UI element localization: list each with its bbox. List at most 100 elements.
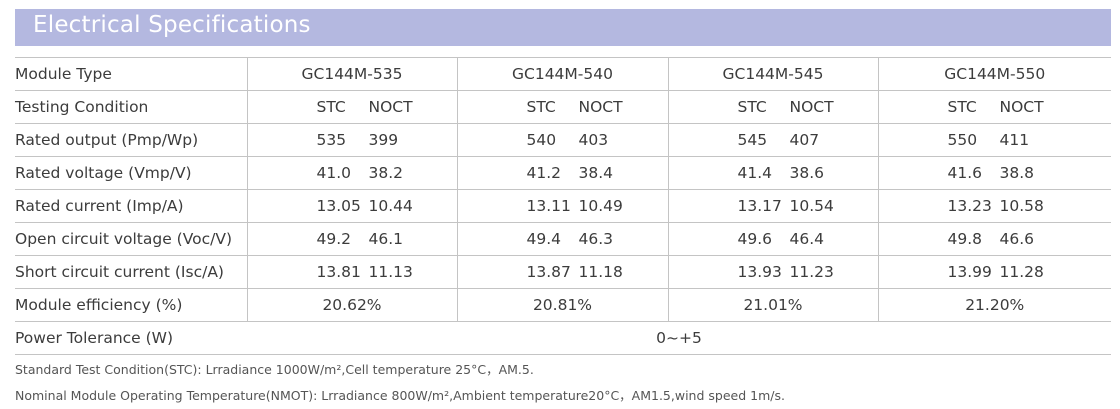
model-name: GC144M-550 [877,57,1111,91]
table-row: Rated current (Imp/A) 13.05 10.44 13.11 10… [15,189,1111,223]
value-cell: 41.4 38.6 [667,156,878,190]
value-cell: 550 411 [877,123,1111,157]
stc-value: 545 [737,131,768,149]
model-name: GC144M-545 [667,57,878,91]
noct-label: NOCT [999,98,1044,116]
value-cell: 13.93 11.23 [667,255,878,289]
footnotes: Standard Test Condition(STC): Lrradiance… [15,357,785,409]
stc-value: 13.05 [316,197,361,215]
noct-label: NOCT [578,98,623,116]
value-cell: 13.81 11.13 [246,255,457,289]
stc-value: 49.6 [737,230,773,248]
row-label: Rated voltage (Vmp/V) [15,156,247,190]
stc-value: 13.81 [316,263,361,281]
table-row: Short circuit current (Isc/A) 13.81 11.13… [15,255,1111,289]
stc-value: 13.23 [947,197,992,215]
noct-value: 38.6 [789,164,825,182]
table-row-testing-condition: Testing Condition STC NOCT STC NOCT STC NOC… [15,90,1111,124]
table-row-efficiency: Module efficiency (%) 20.62% 20.81% 21.0… [15,288,1111,322]
stc-value: 13.93 [737,263,782,281]
row-label: Rated output (Pmp/Wp) [15,123,247,157]
row-label: Rated current (Imp/A) [15,189,247,223]
noct-value: 11.18 [578,263,623,281]
value-cell: 13.87 11.18 [456,255,668,289]
noct-value: 10.54 [789,197,834,215]
value-cell: 49.8 46.6 [877,222,1111,256]
efficiency-value: 21.20% [877,288,1111,322]
value-cell: 41.0 38.2 [246,156,457,190]
efficiency-value: 20.81% [456,288,668,322]
noct-value: 399 [368,131,399,149]
stc-value: 49.2 [316,230,352,248]
row-label: Module efficiency (%) [15,288,247,322]
noct-label: NOCT [789,98,834,116]
power-tolerance-value: 0~+5 [247,321,1111,355]
noct-value: 10.58 [999,197,1044,215]
noct-value: 46.6 [999,230,1035,248]
stc-note: Standard Test Condition(STC): Lrradiance… [15,362,534,377]
noct-value: 10.49 [578,197,623,215]
value-cell: 13.11 10.49 [456,189,668,223]
stc-value: 13.87 [526,263,571,281]
condition-cell: STC NOCT [456,90,668,124]
noct-value: 38.4 [578,164,614,182]
value-cell: 13.05 10.44 [246,189,457,223]
value-cell: 545 407 [667,123,878,157]
noct-value: 46.3 [578,230,614,248]
stc-value: 49.4 [526,230,562,248]
section-title-bar: Electrical Specifications [15,9,1111,46]
stc-label: STC [737,98,767,116]
noct-value: 46.1 [368,230,404,248]
table-row: Rated voltage (Vmp/V) 41.0 38.2 41.2 38.4 … [15,156,1111,190]
noct-value: 11.28 [999,263,1044,281]
value-cell: 540 403 [456,123,668,157]
stc-label: STC [316,98,346,116]
noct-value: 11.23 [789,263,834,281]
value-cell: 49.6 46.4 [667,222,878,256]
model-name: GC144M-540 [456,57,668,91]
stc-value: 13.99 [947,263,992,281]
stc-value: 13.11 [526,197,571,215]
value-cell: 535 399 [246,123,457,157]
value-cell: 49.4 46.3 [456,222,668,256]
value-cell: 41.2 38.4 [456,156,668,190]
stc-value: 41.6 [947,164,983,182]
stc-label: STC [947,98,977,116]
noct-value: 407 [789,131,820,149]
value-cell: 13.17 10.54 [667,189,878,223]
row-label: Short circuit current (Isc/A) [15,255,247,289]
condition-cell: STC NOCT [246,90,457,124]
row-label: Power Tolerance (W) [15,321,247,355]
noct-label: NOCT [368,98,413,116]
table-row-power-tolerance: Power Tolerance (W) 0~+5 [15,321,1111,355]
value-cell: 49.2 46.1 [246,222,457,256]
table-row: Rated output (Pmp/Wp) 535 399 540 403 545 4… [15,123,1111,157]
noct-value: 403 [578,131,609,149]
value-cell: 13.23 10.58 [877,189,1111,223]
electrical-specs-table: Module Type GC144M-535 GC144M-540 GC144M… [15,57,1111,355]
stc-value: 535 [316,131,347,149]
stc-value: 540 [526,131,557,149]
stc-value: 41.0 [316,164,352,182]
condition-cell: STC NOCT [877,90,1111,124]
efficiency-value: 20.62% [246,288,457,322]
table-row: Open circuit voltage (Voc/V) 49.2 46.1 49… [15,222,1111,256]
noct-value: 10.44 [368,197,413,215]
model-name: GC144M-535 [246,57,457,91]
noct-value: 38.8 [999,164,1035,182]
noct-value: 38.2 [368,164,404,182]
noct-value: 11.13 [368,263,413,281]
row-label: Open circuit voltage (Voc/V) [15,222,247,256]
stc-label: STC [526,98,556,116]
stc-value: 550 [947,131,978,149]
value-cell: 13.99 11.28 [877,255,1111,289]
stc-value: 49.8 [947,230,983,248]
noct-value: 411 [999,131,1030,149]
section-title: Electrical Specifications [33,12,311,38]
condition-cell: STC NOCT [667,90,878,124]
value-cell: 41.6 38.8 [877,156,1111,190]
stc-value: 13.17 [737,197,782,215]
row-label: Module Type [15,57,247,91]
stc-value: 41.2 [526,164,562,182]
noct-value: 46.4 [789,230,825,248]
